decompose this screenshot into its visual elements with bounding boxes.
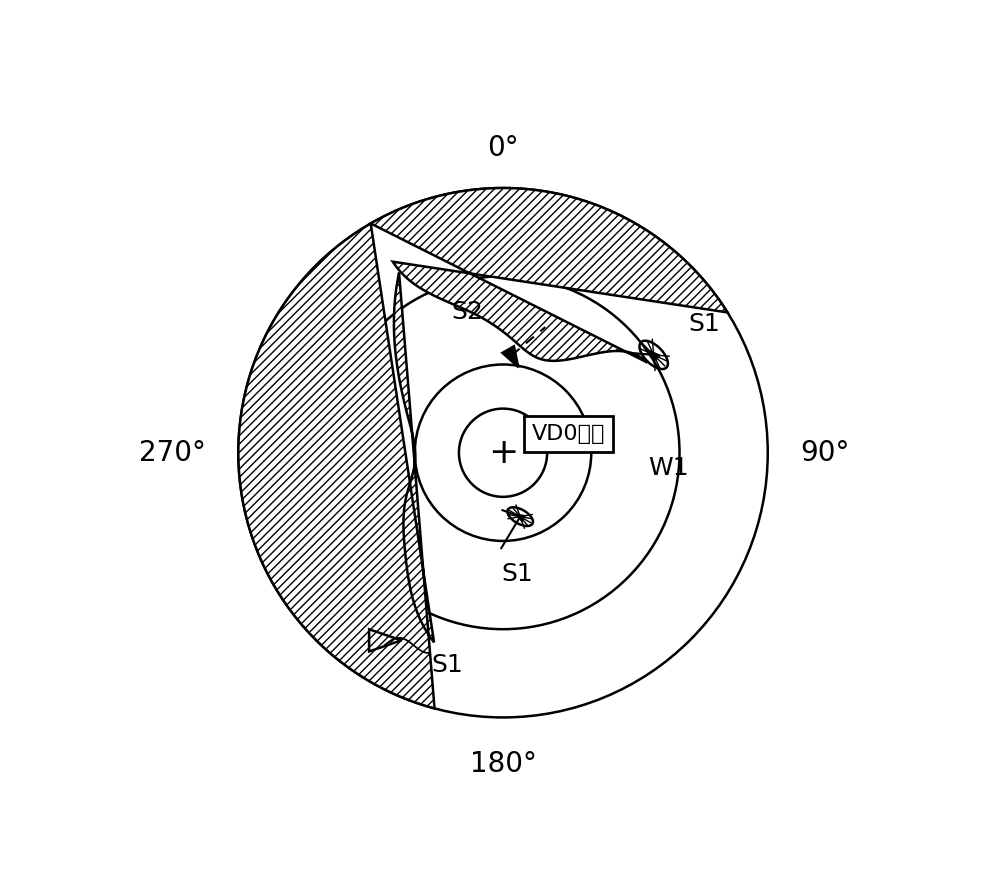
Text: 0°: 0° (487, 133, 519, 162)
Text: 90°: 90° (801, 438, 850, 467)
Text: W1: W1 (648, 456, 689, 481)
Polygon shape (502, 346, 518, 368)
Polygon shape (371, 188, 728, 362)
Text: +: + (488, 436, 518, 469)
Polygon shape (238, 224, 435, 708)
Polygon shape (649, 351, 660, 362)
Text: S1: S1 (688, 312, 720, 336)
Text: S1: S1 (501, 562, 533, 586)
Polygon shape (516, 514, 525, 522)
Text: S2: S2 (452, 300, 483, 324)
Text: 270°: 270° (139, 438, 206, 467)
Text: S1: S1 (432, 653, 463, 677)
Text: VD0异常: VD0异常 (531, 423, 605, 444)
Text: 180°: 180° (470, 751, 536, 778)
